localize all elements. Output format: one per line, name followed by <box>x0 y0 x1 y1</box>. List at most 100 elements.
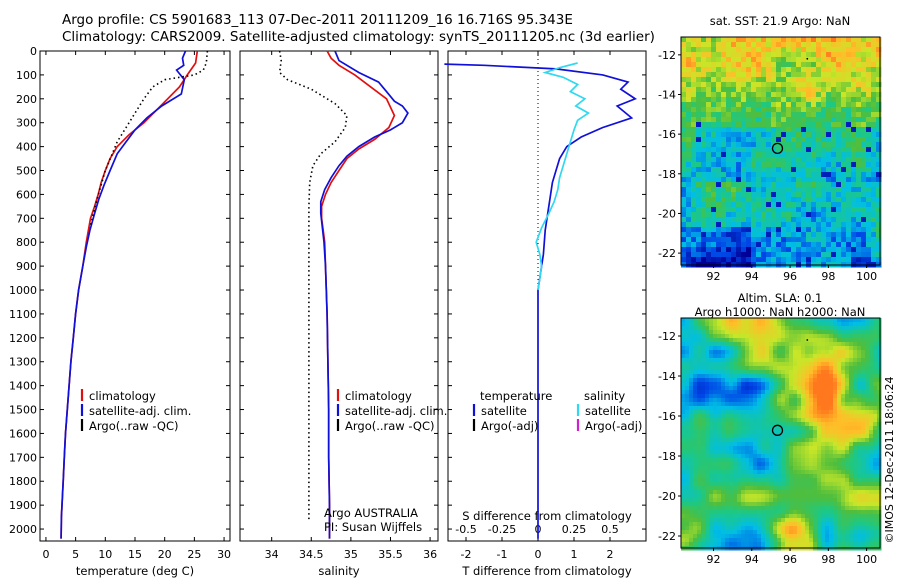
heatmap-cell <box>681 342 686 347</box>
heatmap-cell <box>681 87 687 93</box>
heatmap-cell <box>717 426 722 431</box>
heatmap-cell <box>833 406 838 411</box>
heatmap-cell <box>771 97 777 103</box>
heatmap-cell <box>697 398 702 403</box>
heatmap-cell <box>836 167 842 173</box>
heatmap-cell <box>791 197 797 203</box>
heatmap-cell <box>781 132 787 138</box>
heatmap-cell <box>761 92 767 98</box>
heatmap-cell <box>873 362 878 367</box>
heatmap-cell <box>756 132 762 138</box>
heatmap-cell <box>786 177 792 183</box>
heatmap-cell <box>749 538 754 543</box>
heatmap-cell <box>851 157 857 163</box>
heatmap-cell <box>877 342 882 347</box>
heatmap-cell <box>705 370 710 375</box>
heatmap-cell <box>733 534 738 539</box>
heatmap-cell <box>757 386 762 391</box>
heatmap-cell <box>825 430 830 435</box>
heatmap-cell <box>849 326 854 331</box>
heatmap-cell <box>736 87 742 93</box>
heatmap-cell <box>841 167 847 173</box>
heatmap-cell <box>811 62 817 68</box>
heatmap-cell <box>791 237 797 243</box>
heatmap-cell <box>777 338 782 343</box>
heatmap-cell <box>826 77 832 83</box>
heatmap-cell <box>801 97 807 103</box>
heatmap-cell <box>876 117 882 123</box>
heatmap-cell <box>733 446 738 451</box>
heatmap-cell <box>729 454 734 459</box>
heatmap-cell <box>853 410 858 415</box>
heatmap-cell <box>805 378 810 383</box>
heatmap-cell <box>786 132 792 138</box>
heatmap-cell <box>681 370 686 375</box>
heatmap-cell <box>781 137 787 143</box>
heatmap-cell <box>813 370 818 375</box>
heatmap-cell <box>785 454 790 459</box>
heatmap-cell <box>713 450 718 455</box>
heatmap-cell <box>749 322 754 327</box>
heatmap-cell <box>857 422 862 427</box>
heatmap-cell <box>681 478 686 483</box>
heatmap-cell <box>841 82 847 88</box>
heatmap-cell <box>691 122 697 128</box>
heatmap-cell <box>816 207 822 213</box>
heatmap-cell <box>731 122 737 128</box>
heatmap-cell <box>811 217 817 223</box>
heatmap-cell <box>853 350 858 355</box>
heatmap-cell <box>836 257 842 263</box>
heatmap-cell <box>777 498 782 503</box>
heatmap-cell <box>726 42 732 48</box>
heatmap-cell <box>845 470 850 475</box>
heatmap-cell <box>761 542 766 547</box>
heatmap-cell <box>781 370 786 375</box>
heatmap-cell <box>876 192 882 198</box>
heatmap-cell <box>829 474 834 479</box>
heatmap-cell <box>876 87 882 93</box>
heatmap-cell <box>813 386 818 391</box>
heatmap-cell <box>726 107 732 113</box>
heatmap-cell <box>761 177 767 183</box>
heatmap-cell <box>713 418 718 423</box>
heatmap-cell <box>816 47 822 53</box>
heatmap-cell <box>769 542 774 547</box>
heatmap-cell <box>716 77 722 83</box>
heatmap-cell <box>777 418 782 423</box>
heatmap-cell <box>861 494 866 499</box>
annotation-line: Argo AUSTRALIA <box>324 506 418 520</box>
heatmap-cell <box>693 418 698 423</box>
heatmap-cell <box>731 112 737 118</box>
heatmap-cell <box>805 494 810 499</box>
heatmap-cell <box>733 386 738 391</box>
heatmap-cell <box>811 152 817 158</box>
heatmap-cell <box>853 498 858 503</box>
heatmap-cell <box>825 326 830 331</box>
heatmap-cell <box>701 330 706 335</box>
heatmap-cell <box>846 242 852 248</box>
heatmap-cell <box>746 82 752 88</box>
heatmap-cell <box>696 172 702 178</box>
heatmap-cell <box>685 326 690 331</box>
heatmap-cell <box>745 390 750 395</box>
heatmap-cell <box>805 490 810 495</box>
heatmap-cell <box>801 172 807 178</box>
heatmap-cell <box>821 62 827 68</box>
heatmap-cell <box>685 526 690 531</box>
heatmap-cell <box>701 187 707 193</box>
heatmap-cell <box>866 82 872 88</box>
heatmap-cell <box>689 422 694 427</box>
heatmap-cell <box>877 338 882 343</box>
heatmap-cell <box>716 47 722 53</box>
heatmap-cell <box>737 514 742 519</box>
heatmap-cell <box>785 534 790 539</box>
heatmap-cell <box>726 122 732 128</box>
heatmap-cell <box>737 430 742 435</box>
heatmap-cell <box>753 318 758 323</box>
heatmap-cell <box>846 142 852 148</box>
heatmap-cell <box>731 82 737 88</box>
heatmap-cell <box>809 406 814 411</box>
heatmap-cell <box>805 398 810 403</box>
heatmap-cell <box>681 454 686 459</box>
heatmap-cell <box>793 534 798 539</box>
